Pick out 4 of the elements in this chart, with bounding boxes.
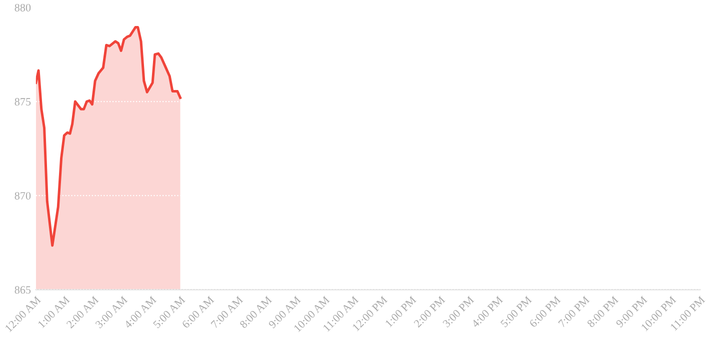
y-tick-label: 875 — [14, 98, 31, 106]
y-tick-label: 870 — [14, 192, 31, 200]
y-tick-label: 880 — [14, 4, 31, 12]
y-tick-label: 865 — [14, 286, 31, 294]
